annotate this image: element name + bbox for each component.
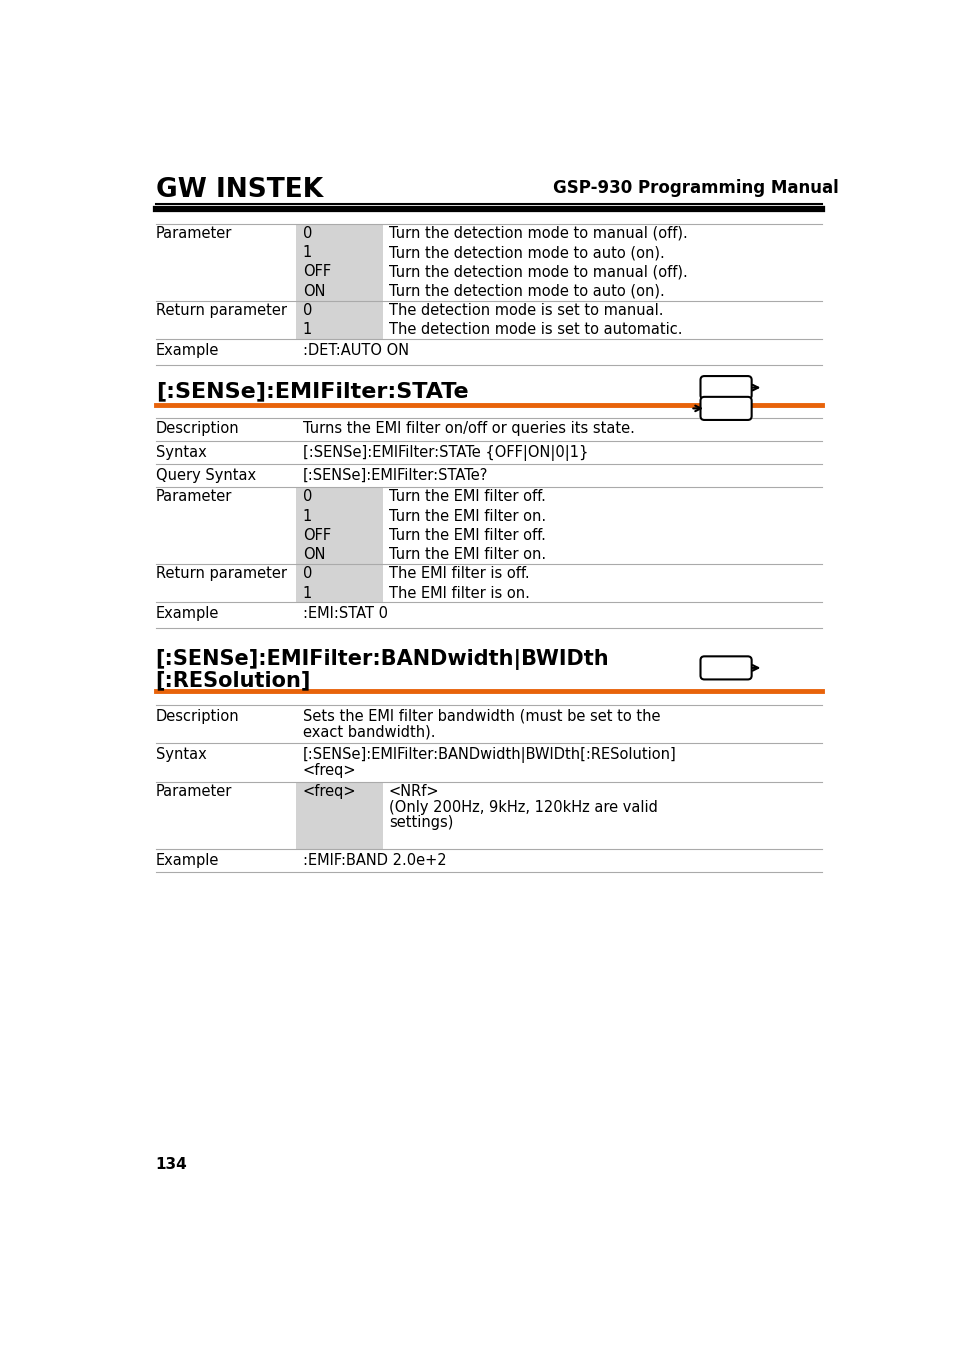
Text: [:SENSe]:EMIFilter:BANDwidth|BWIDth: [:SENSe]:EMIFilter:BANDwidth|BWIDth <box>155 648 609 670</box>
Text: [:SENSe]:EMIFilter:STATe?: [:SENSe]:EMIFilter:STATe? <box>303 467 488 483</box>
Text: OFF: OFF <box>303 528 331 543</box>
Text: <NRf>: <NRf> <box>389 784 439 799</box>
Text: Turn the EMI filter off.: Turn the EMI filter off. <box>389 489 545 505</box>
Bar <box>295 564 382 602</box>
FancyBboxPatch shape <box>700 377 751 400</box>
Text: Turn the detection mode to auto (on).: Turn the detection mode to auto (on). <box>389 246 664 261</box>
FancyBboxPatch shape <box>700 656 751 679</box>
Text: :EMIF:BAND 2.0e+2: :EMIF:BAND 2.0e+2 <box>303 853 446 868</box>
Text: Turn the detection mode to manual (off).: Turn the detection mode to manual (off). <box>389 225 687 240</box>
Text: 1: 1 <box>303 246 312 261</box>
Text: OFF: OFF <box>303 265 331 279</box>
Text: The detection mode is set to automatic.: The detection mode is set to automatic. <box>389 323 681 338</box>
Text: Turns the EMI filter on/off or queries its state.: Turns the EMI filter on/off or queries i… <box>303 421 634 436</box>
Text: settings): settings) <box>389 815 453 830</box>
Text: Parameter: Parameter <box>155 784 232 799</box>
Text: Return parameter: Return parameter <box>155 566 286 582</box>
Text: GW INSTEK: GW INSTEK <box>155 177 322 204</box>
Text: <freq>: <freq> <box>303 784 356 799</box>
Bar <box>295 782 382 849</box>
Bar <box>295 224 382 301</box>
Text: [:SENSe]:EMIFilter:BANDwidth|BWIDth[:RESolution]: [:SENSe]:EMIFilter:BANDwidth|BWIDth[:RES… <box>303 747 676 763</box>
Text: 1: 1 <box>303 323 312 338</box>
Text: Syntax: Syntax <box>155 747 206 763</box>
Text: [:SENSe]:EMIFilter:STATe: [:SENSe]:EMIFilter:STATe <box>155 382 468 401</box>
Text: Syntax: Syntax <box>155 444 206 459</box>
Text: 0: 0 <box>303 225 312 240</box>
Text: Turn the EMI filter off.: Turn the EMI filter off. <box>389 528 545 543</box>
Text: Turn the EMI filter on.: Turn the EMI filter on. <box>389 547 545 562</box>
Bar <box>295 487 382 564</box>
Text: 1: 1 <box>303 509 312 524</box>
Text: GSP-930 Programming Manual: GSP-930 Programming Manual <box>553 180 838 197</box>
Text: 0: 0 <box>303 302 312 317</box>
Text: 0: 0 <box>303 489 312 505</box>
Text: exact bandwidth).: exact bandwidth). <box>303 724 435 738</box>
Text: 1: 1 <box>303 586 312 601</box>
Text: 0: 0 <box>303 566 312 582</box>
Text: Turn the detection mode to auto (on).: Turn the detection mode to auto (on). <box>389 284 664 298</box>
Text: Description: Description <box>155 421 239 436</box>
Text: 134: 134 <box>155 1157 187 1172</box>
Text: :EMI:STAT 0: :EMI:STAT 0 <box>303 606 388 621</box>
Text: Example: Example <box>155 606 219 621</box>
FancyBboxPatch shape <box>700 397 751 420</box>
Text: <freq>: <freq> <box>303 763 356 778</box>
Text: [:SENSe]:EMIFilter:STATe {OFF|ON|0|1}: [:SENSe]:EMIFilter:STATe {OFF|ON|0|1} <box>303 444 588 460</box>
Text: Turn the EMI filter on.: Turn the EMI filter on. <box>389 509 545 524</box>
Text: The EMI filter is off.: The EMI filter is off. <box>389 566 529 582</box>
Text: [:RESolution]: [:RESolution] <box>155 670 311 690</box>
Text: Example: Example <box>155 343 219 358</box>
Text: The EMI filter is on.: The EMI filter is on. <box>389 586 529 601</box>
Text: :DET:AUTO ON: :DET:AUTO ON <box>303 343 409 358</box>
Text: Return parameter: Return parameter <box>155 302 286 317</box>
Text: Query Syntax: Query Syntax <box>155 467 255 483</box>
Text: ON: ON <box>303 547 325 562</box>
Text: Turn the detection mode to manual (off).: Turn the detection mode to manual (off). <box>389 265 687 279</box>
Text: ON: ON <box>303 284 325 298</box>
Text: Example: Example <box>155 853 219 868</box>
Text: (Only 200Hz, 9kHz, 120kHz are valid: (Only 200Hz, 9kHz, 120kHz are valid <box>389 799 658 814</box>
Text: Sets the EMI filter bandwidth (must be set to the: Sets the EMI filter bandwidth (must be s… <box>303 709 659 724</box>
Bar <box>295 301 382 339</box>
Text: Description: Description <box>155 709 239 724</box>
Text: Parameter: Parameter <box>155 489 232 505</box>
Text: The detection mode is set to manual.: The detection mode is set to manual. <box>389 302 662 317</box>
Text: Parameter: Parameter <box>155 225 232 240</box>
